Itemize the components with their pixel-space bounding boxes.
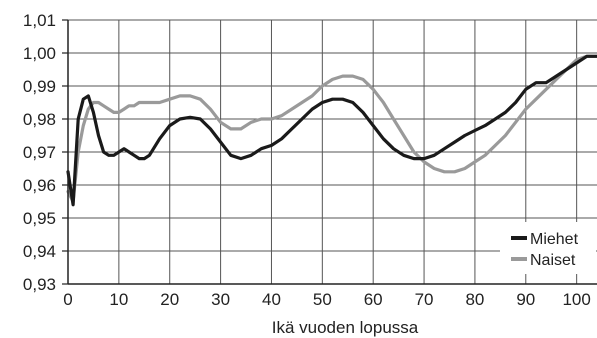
- legend-label-naiset: Naiset: [530, 252, 576, 269]
- y-tick-label: 0,96: [23, 176, 56, 195]
- y-tick-label: 0,95: [23, 209, 56, 228]
- x-axis-label: Ikä vuoden lopussa: [272, 318, 419, 337]
- x-tick-label: 0: [63, 290, 72, 309]
- y-tick-label: 0,99: [23, 77, 56, 96]
- y-tick-label: 0,97: [23, 143, 56, 162]
- y-tick-label: 0,94: [23, 242, 56, 261]
- x-tick-label: 30: [211, 290, 230, 309]
- legend-label-miehet: Miehet: [530, 231, 579, 248]
- x-tick-labels: 0 10 20 30 40 50 60 70 80 90 100: [63, 290, 591, 309]
- y-tick-label: 0,93: [23, 275, 56, 294]
- legend: Miehet Naiset: [500, 222, 596, 274]
- series-line-naiset: [68, 56, 597, 201]
- series-lines: [68, 56, 597, 205]
- y-tick-labels: 0,93 0,94 0,95 0,96 0,97 0,98 0,99 1,00 1,01: [23, 11, 56, 294]
- x-tick-label: 40: [262, 290, 281, 309]
- x-tick-label: 70: [415, 290, 434, 309]
- x-tick-label: 90: [516, 290, 535, 309]
- y-tick-label: 1,01: [23, 11, 56, 30]
- x-tick-label: 60: [364, 290, 383, 309]
- x-tick-label: 10: [109, 290, 128, 309]
- y-tick-label: 0,98: [23, 110, 56, 129]
- x-tick-label: 50: [313, 290, 332, 309]
- y-tick-label: 1,00: [23, 44, 56, 63]
- x-tick-label: 100: [562, 290, 590, 309]
- x-tick-label: 20: [160, 290, 179, 309]
- x-tick-label: 80: [465, 290, 484, 309]
